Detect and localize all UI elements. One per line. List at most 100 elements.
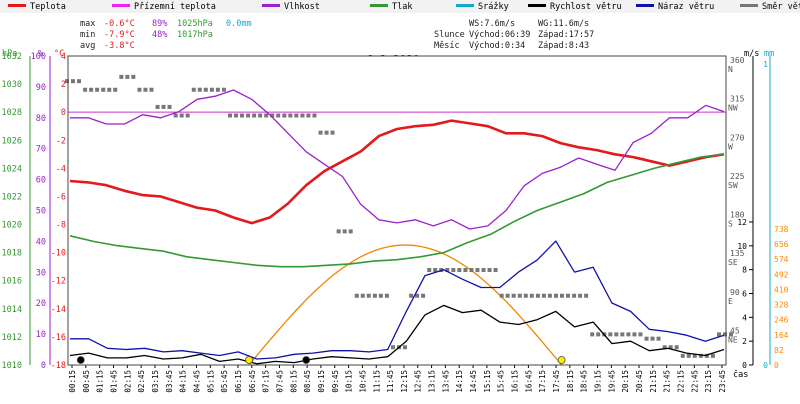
x-tick-label: 23:15 <box>704 370 713 393</box>
direction-tick-dir: NE <box>728 335 738 344</box>
legend-bar <box>0 0 800 13</box>
temperature-axis-tick: -4 <box>56 164 66 174</box>
direction-mark <box>457 268 462 272</box>
stats-max-temp: -0.6°C <box>104 19 135 29</box>
direction-tick-dir: N <box>728 65 733 74</box>
direction-mark <box>729 332 733 337</box>
direction-mark <box>463 268 468 272</box>
direction-mark <box>300 113 305 118</box>
humidity-axis-tick: 40 <box>36 237 46 247</box>
direction-tick-deg: 270 <box>730 133 745 142</box>
stats-max-hum: 89% <box>152 19 167 29</box>
direction-mark <box>686 353 691 358</box>
temperature-axis-tick: -14 <box>51 305 66 315</box>
direction-mark <box>366 293 371 298</box>
direction-mark <box>131 74 136 79</box>
direction-mark <box>384 293 389 298</box>
pressure-axis-tick: 1032 <box>2 52 22 62</box>
legend-swatch-4 <box>456 4 474 7</box>
direction-mark <box>149 87 154 92</box>
direction-mark <box>330 130 335 135</box>
direction-mark <box>517 293 522 298</box>
direction-tick-dir: S <box>728 220 733 229</box>
direction-mark <box>511 293 516 298</box>
direction-mark <box>360 293 365 298</box>
rain-scale-tick: 656 <box>774 240 789 249</box>
direction-mark <box>596 332 601 337</box>
temperature-axis-tick: 0 <box>61 108 66 118</box>
humidity-axis-tick: 80 <box>36 114 46 124</box>
direction-tick-deg: 315 <box>730 95 745 104</box>
unit-cas: čas <box>733 369 748 380</box>
series-line-2 <box>69 153 725 268</box>
direction-mark <box>554 293 558 298</box>
series-lines <box>69 89 725 365</box>
direction-mark <box>710 353 715 358</box>
stats-avg-temp: -3.8°C <box>104 41 135 51</box>
direction-tick-dir: SE <box>728 258 738 267</box>
sun-moon-markers <box>76 356 566 364</box>
direction-mark <box>252 113 257 118</box>
rain-scale-tick: 492 <box>774 270 789 279</box>
direction-mark <box>215 87 220 92</box>
stats-max-press: 1025hPa <box>177 19 213 29</box>
direction-mark <box>487 268 492 272</box>
direction-mark <box>167 104 172 109</box>
x-tick-label: 10:15 <box>345 370 354 393</box>
wind-axis-tick: 4 <box>742 313 747 322</box>
sunrise-marker <box>245 356 253 364</box>
rain-scale-tick: 164 <box>774 331 789 340</box>
rain-scale-tick: 0 <box>774 361 779 370</box>
direction-mark <box>143 87 148 92</box>
temperature-axis-tick: -6 <box>56 192 66 202</box>
direction-mark <box>535 293 540 298</box>
x-tick-label: 16:15 <box>511 370 520 393</box>
direction-mark <box>161 104 166 109</box>
unit-mm: mm <box>764 49 774 59</box>
direction-mark <box>234 113 238 118</box>
direction-mark <box>318 130 323 135</box>
direction-mark <box>674 345 679 350</box>
moon-label: Měsíc <box>434 41 460 51</box>
rain-scale-tick: 738 <box>774 225 789 234</box>
direction-mark <box>125 74 130 79</box>
direction-mark <box>354 293 359 298</box>
direction-mark <box>77 79 81 84</box>
temperature-axis-tick: -12 <box>51 277 66 287</box>
x-tick-label: 05:15 <box>206 370 215 393</box>
humidity-axis-tick: 20 <box>36 299 46 309</box>
pressure-axis-tick: 1020 <box>2 221 22 231</box>
direction-mark <box>523 293 528 298</box>
direction-mark <box>433 268 438 272</box>
x-tick-label: 06:15 <box>234 370 243 393</box>
direction-mark <box>632 332 637 337</box>
x-tick-label: 03:15 <box>151 370 160 393</box>
direction-mark <box>475 268 480 272</box>
stats-block: max -0.6°C 89% 1025hPa 0.0mm min -7.9°C … <box>80 19 252 51</box>
legend-swatch-6 <box>636 4 654 7</box>
direction-mark <box>692 353 697 358</box>
direction-mark <box>541 293 546 298</box>
temperature-axis-tick: -8 <box>56 221 66 231</box>
rain-scale-tick: 410 <box>774 285 789 294</box>
x-tick-label: 09:15 <box>317 370 326 393</box>
direction-mark <box>505 293 510 298</box>
direction-tick-deg: 135 <box>730 249 745 258</box>
rain-scale-tick: 246 <box>774 316 789 325</box>
humidity-axis-tick: 30 <box>36 268 46 278</box>
direction-mark <box>650 336 655 341</box>
direction-mark <box>608 332 613 337</box>
direction-mark <box>566 293 570 298</box>
x-tick-label: 19:45 <box>607 370 616 393</box>
direction-mark <box>240 113 244 118</box>
astro-info: WS:7.6m/s WG:11.6m/s Slunce Východ:06:39… <box>434 19 594 51</box>
x-tick-label: 13:15 <box>428 370 437 393</box>
pressure-axis-tick: 1016 <box>2 277 22 287</box>
temperature-axis-tick: -2 <box>56 136 66 146</box>
x-tick-label: 23:45 <box>718 370 727 393</box>
direction-mark <box>264 113 269 118</box>
humidity-axis-tick: 100 <box>31 52 46 62</box>
direction-mark <box>547 293 552 298</box>
x-tick-label: 01:45 <box>109 370 118 393</box>
